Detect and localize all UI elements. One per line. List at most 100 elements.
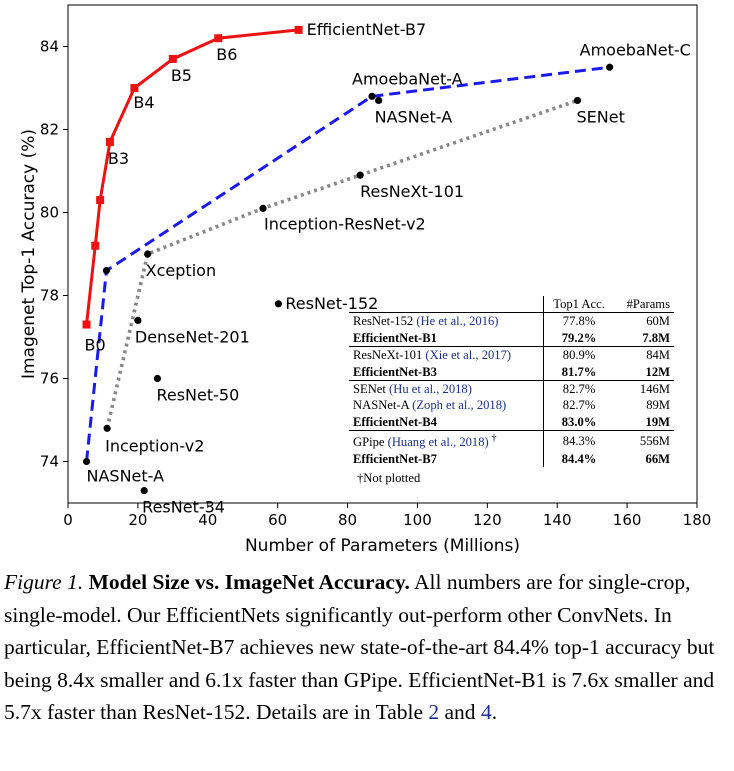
x-tick-label: 0 — [63, 511, 73, 529]
acc-cell: 81.7% — [543, 363, 614, 381]
y-tick-label: 76 — [40, 370, 59, 388]
caption-body: All numbers are for single-crop, single-… — [4, 570, 715, 725]
chart: 0 20 40 60 80 100 120 140 160 180 74 76 78 80 82 84 Numb… — [19, 4, 712, 556]
params-cell: 556M — [613, 430, 674, 451]
data-point — [606, 63, 614, 71]
citation-link[interactable]: (He et al., 2016) — [413, 314, 499, 329]
point-label: AmoebaNet-A — [352, 69, 463, 88]
model-name: ResNeXt-101 — [353, 348, 423, 363]
model-name: EfficientNet-B3 — [353, 364, 437, 379]
params-cell: 84M — [613, 346, 674, 364]
data-point — [153, 374, 162, 383]
citation-link[interactable]: (Xie et al., 2017) — [422, 348, 512, 363]
point-label: ResNeXt-101 — [360, 182, 464, 201]
data-point — [82, 457, 91, 466]
point-label: Xception — [146, 261, 216, 280]
point-label: ResNet-34 — [142, 498, 225, 517]
x-tick-label: 160 — [613, 511, 642, 529]
table-row: EfficientNet-B3 81.7% 12M — [349, 363, 674, 381]
point-label: B4 — [133, 93, 154, 112]
data-point — [356, 171, 364, 179]
y-tick-label: 80 — [40, 204, 59, 222]
y-axis-label: Imagenet Top-1 Accuracy (%) — [19, 129, 39, 379]
model-name: GPipe — [353, 435, 385, 450]
params-cell: 19M — [645, 414, 670, 429]
table-ref-2[interactable]: 2 — [428, 700, 440, 725]
model-cell: ResNet-152 (He et al., 2016) — [349, 313, 544, 330]
acc-cell: 79.2% — [543, 329, 614, 347]
x-axis-label: Number of Parameters (Millions) — [245, 536, 520, 556]
header-top1: Top1 Acc. — [543, 296, 614, 314]
point-label: NASNet-A — [375, 107, 453, 126]
citation-link[interactable]: (Hu et al., 2018) — [385, 382, 472, 397]
point-label: B5 — [171, 66, 192, 85]
x-tick-label: 20 — [128, 511, 147, 529]
data-point — [294, 25, 303, 34]
citation-link[interactable]: (Huang et al., 2018) — [384, 435, 489, 450]
acc-cell: 82.7% — [543, 397, 614, 414]
x-tick-label: 120 — [473, 511, 502, 529]
data-point — [168, 54, 177, 63]
x-tick-label: 60 — [268, 511, 287, 529]
point-label: Inception-v2 — [105, 436, 204, 455]
x-tick-label: 80 — [338, 511, 357, 529]
y-tick-label: 74 — [40, 453, 59, 471]
citation-link[interactable]: (Zoph et al., 2018) — [408, 398, 507, 413]
data-point — [214, 34, 223, 43]
acc-cell: 82.7% — [543, 380, 614, 398]
data-point — [259, 204, 267, 212]
params-cell: 60M — [646, 314, 670, 329]
point-label: AmoebaNet-C — [580, 40, 691, 59]
inset-table-header: Top1 Acc. #Params — [349, 296, 674, 314]
table-row: ResNet-152 (He et al., 2016) 77.8% 60M — [349, 312, 674, 330]
data-point — [96, 196, 105, 205]
data-point — [368, 92, 376, 100]
data-point — [573, 96, 582, 105]
header-params: #Params — [613, 296, 674, 314]
inset-note: †Not plotted — [357, 471, 421, 485]
point-label: Inception-ResNet-v2 — [264, 214, 426, 233]
params-cell: 89M — [646, 398, 670, 413]
data-point — [130, 84, 139, 92]
caption-lead: Figure 1. — [4, 570, 84, 594]
model-name: NASNet-A — [353, 398, 409, 413]
params-cell: 7.8M — [642, 330, 670, 345]
table-row: EfficientNet-B1 79.2% 7.8M — [349, 329, 674, 347]
table-ref-4[interactable]: 4 — [480, 700, 492, 725]
point-label: B3 — [108, 149, 129, 168]
params-cell: 12M — [645, 364, 670, 379]
series-line-0 — [85, 28, 299, 325]
data-point — [105, 137, 114, 146]
table-row: NASNet-A (Zoph et al., 2018) 82.7% 89M — [349, 397, 674, 414]
data-point — [134, 316, 142, 324]
params-cell: 146M — [613, 380, 674, 398]
table-row: SENet (Hu et al., 2018) 82.7% 146M — [349, 380, 674, 398]
model-name: EfficientNet-B4 — [353, 414, 437, 429]
caption-end: . — [491, 700, 498, 725]
table-row: GPipe (Huang et al., 2018) † 84.3% 556M — [349, 430, 674, 451]
data-point — [103, 424, 111, 432]
header-model — [349, 296, 544, 314]
model-name: SENet — [353, 382, 386, 397]
series-line-1 — [85, 65, 610, 462]
table-row: EfficientNet-B7 84.4% 66M — [349, 450, 674, 468]
point-label: SENet — [576, 107, 624, 126]
model-cell: SENet (Hu et al., 2018) — [349, 380, 544, 398]
point-label: NASNet-A — [87, 467, 165, 486]
x-tick-label: 180 — [683, 511, 712, 529]
inset-table: Top1 Acc. #Params ResNet-152 (He et al.,… — [349, 296, 674, 468]
model-cell: EfficientNet-B7 — [349, 451, 544, 467]
model-cell: EfficientNet-B3 — [349, 364, 544, 381]
table-row: EfficientNet-B4 83.0% 19M — [349, 413, 674, 431]
caption-title: Model Size vs. ImageNet Accuracy. — [88, 570, 410, 594]
x-tick-label: 40 — [198, 511, 217, 529]
y-tick-label: 82 — [40, 121, 59, 139]
dagger-mark: † — [488, 433, 497, 445]
data-point — [274, 300, 282, 308]
table-row: ResNeXt-101 (Xie et al., 2017) 80.9% 84M — [349, 346, 674, 364]
acc-cell: 83.0% — [543, 413, 614, 431]
plot-frame — [67, 4, 698, 504]
acc-cell: 84.4% — [543, 450, 614, 468]
x-tick-label: 140 — [543, 511, 572, 529]
point-label: B6 — [216, 45, 237, 64]
